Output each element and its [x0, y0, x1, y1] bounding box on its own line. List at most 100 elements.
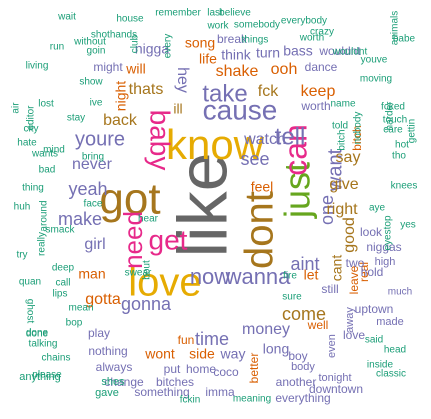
cloud-word-56: wouldnt	[318, 44, 361, 58]
cloud-word-141: babe	[393, 34, 416, 45]
cloud-word-42: gotta	[85, 291, 121, 308]
cloud-word-90: well	[307, 318, 329, 332]
cloud-word-83: even	[326, 334, 338, 358]
cloud-word-4: love	[128, 261, 201, 305]
cloud-word-132: without	[73, 37, 106, 48]
cloud-word-85: hold	[361, 265, 384, 279]
cloud-word-109: ghost	[24, 299, 35, 324]
cloud-word-32: thats	[129, 81, 164, 98]
cloud-word-37: feel	[251, 179, 274, 195]
cloud-word-66: bitch	[350, 125, 364, 150]
cloud-word-139: crazy	[310, 27, 334, 38]
cloud-word-101: gave	[95, 387, 119, 399]
cloud-word-148: gettin	[407, 119, 418, 143]
cloud-word-142: wouldnt	[332, 47, 368, 58]
cloud-word-153: told	[332, 121, 348, 132]
cloud-word-14: now	[190, 264, 230, 289]
cloud-word-130: animals	[390, 11, 401, 45]
cloud-word-169: show	[79, 77, 103, 88]
cloud-word-159: mean	[68, 303, 93, 314]
cloud-word-117: bad	[39, 165, 56, 176]
cloud-word-152: nobody	[353, 112, 364, 145]
cloud-word-88: uptown	[355, 302, 394, 316]
cloud-word-5: just	[277, 162, 318, 219]
cloud-word-45: wont	[144, 346, 175, 362]
cloud-word-53: turn	[256, 45, 280, 61]
cloud-word-166: hear	[138, 214, 159, 225]
cloud-word-49: life	[199, 51, 217, 67]
cloud-word-119: city	[24, 124, 39, 135]
cloud-word-80: boy	[288, 349, 307, 363]
cloud-word-126: remember	[155, 8, 201, 19]
cloud-word-133: goin	[87, 46, 106, 57]
cloud-word-116: thing	[22, 183, 44, 194]
cloud-word-12: need	[118, 211, 148, 269]
cloud-word-173: fire	[283, 271, 297, 282]
cloud-word-62: still	[321, 282, 338, 296]
cloud-word-150: name	[330, 99, 355, 110]
cloud-word-172: lost	[38, 99, 54, 110]
cloud-word-87: much	[388, 287, 412, 298]
cloud-word-29: cant	[329, 255, 345, 282]
cloud-word-44: side	[189, 346, 215, 362]
cloud-word-125: house	[116, 14, 144, 25]
cloud-word-95: downtown	[309, 382, 363, 396]
cloud-word-167: wants	[31, 149, 58, 160]
cloud-word-115: around	[39, 200, 50, 231]
cloud-word-146: harder	[385, 101, 396, 131]
cloud-word-36: say	[336, 149, 361, 166]
cloud-word-129: everybody	[281, 16, 327, 27]
cloud-word-81: body	[291, 361, 315, 373]
cloud-word-102: meaning	[233, 394, 271, 405]
cloud-word-158: lips	[52, 289, 67, 300]
cloud-word-78: long	[263, 341, 289, 357]
cloud-word-47: let	[304, 267, 319, 283]
cloud-word-16: youre	[75, 128, 125, 150]
cloud-word-34: fck	[258, 83, 279, 100]
cloud-word-161: deep	[52, 263, 75, 274]
cloud-word-147: care	[383, 125, 403, 136]
cloud-word-39: shake	[216, 63, 259, 80]
cloud-word-57: dance	[305, 60, 338, 74]
cloud-word-58: worth	[300, 99, 330, 113]
cloud-word-6: can	[277, 124, 313, 176]
cloud-word-174: sure	[282, 292, 302, 303]
cloud-word-0: like	[163, 152, 241, 257]
cloud-word-94: everything	[275, 391, 330, 405]
cloud-word-11: tell	[275, 123, 306, 150]
cloud-word-54: bass	[283, 43, 313, 59]
cloud-word-15: want	[324, 148, 346, 192]
cloud-word-13: wanna	[225, 264, 292, 289]
cloud-word-9: cause	[203, 94, 278, 125]
cloud-word-178: bitch	[337, 129, 348, 150]
cloud-word-26: money	[242, 321, 290, 338]
cloud-word-19: make	[58, 209, 102, 229]
cloud-word-170: stay	[67, 113, 85, 124]
cloud-word-155: yes	[400, 220, 416, 231]
cloud-word-24: time	[195, 329, 229, 349]
cloud-word-8: baby	[145, 110, 176, 171]
cloud-word-61: night	[113, 81, 129, 111]
cloud-word-21: aint	[290, 254, 319, 274]
cloud-word-76: change	[104, 375, 144, 389]
cloud-word-127: last	[207, 8, 223, 19]
cloud-word-51: song	[185, 35, 215, 51]
cloud-word-99: something	[134, 385, 189, 399]
cloud-word-82: another	[276, 375, 317, 389]
cloud-word-137: somebody	[234, 20, 280, 31]
cloud-word-176: knees	[391, 181, 418, 192]
cloud-word-100: shes	[101, 376, 125, 388]
cloud-word-64: leave	[347, 265, 361, 294]
cloud-word-69: play	[88, 326, 110, 340]
cloud-word-84: away	[344, 307, 356, 333]
cloud-word-25: come	[282, 304, 326, 324]
cloud-word-18: yeah	[68, 179, 107, 199]
cloud-word-151: fcked	[381, 102, 405, 113]
cloud-word-27: good	[341, 217, 358, 253]
cloud-word-93: tonight	[318, 372, 351, 384]
cloud-word-164: bring	[82, 152, 104, 163]
cloud-word-17: one	[317, 195, 337, 225]
cloud-word-149: hot	[395, 140, 409, 151]
